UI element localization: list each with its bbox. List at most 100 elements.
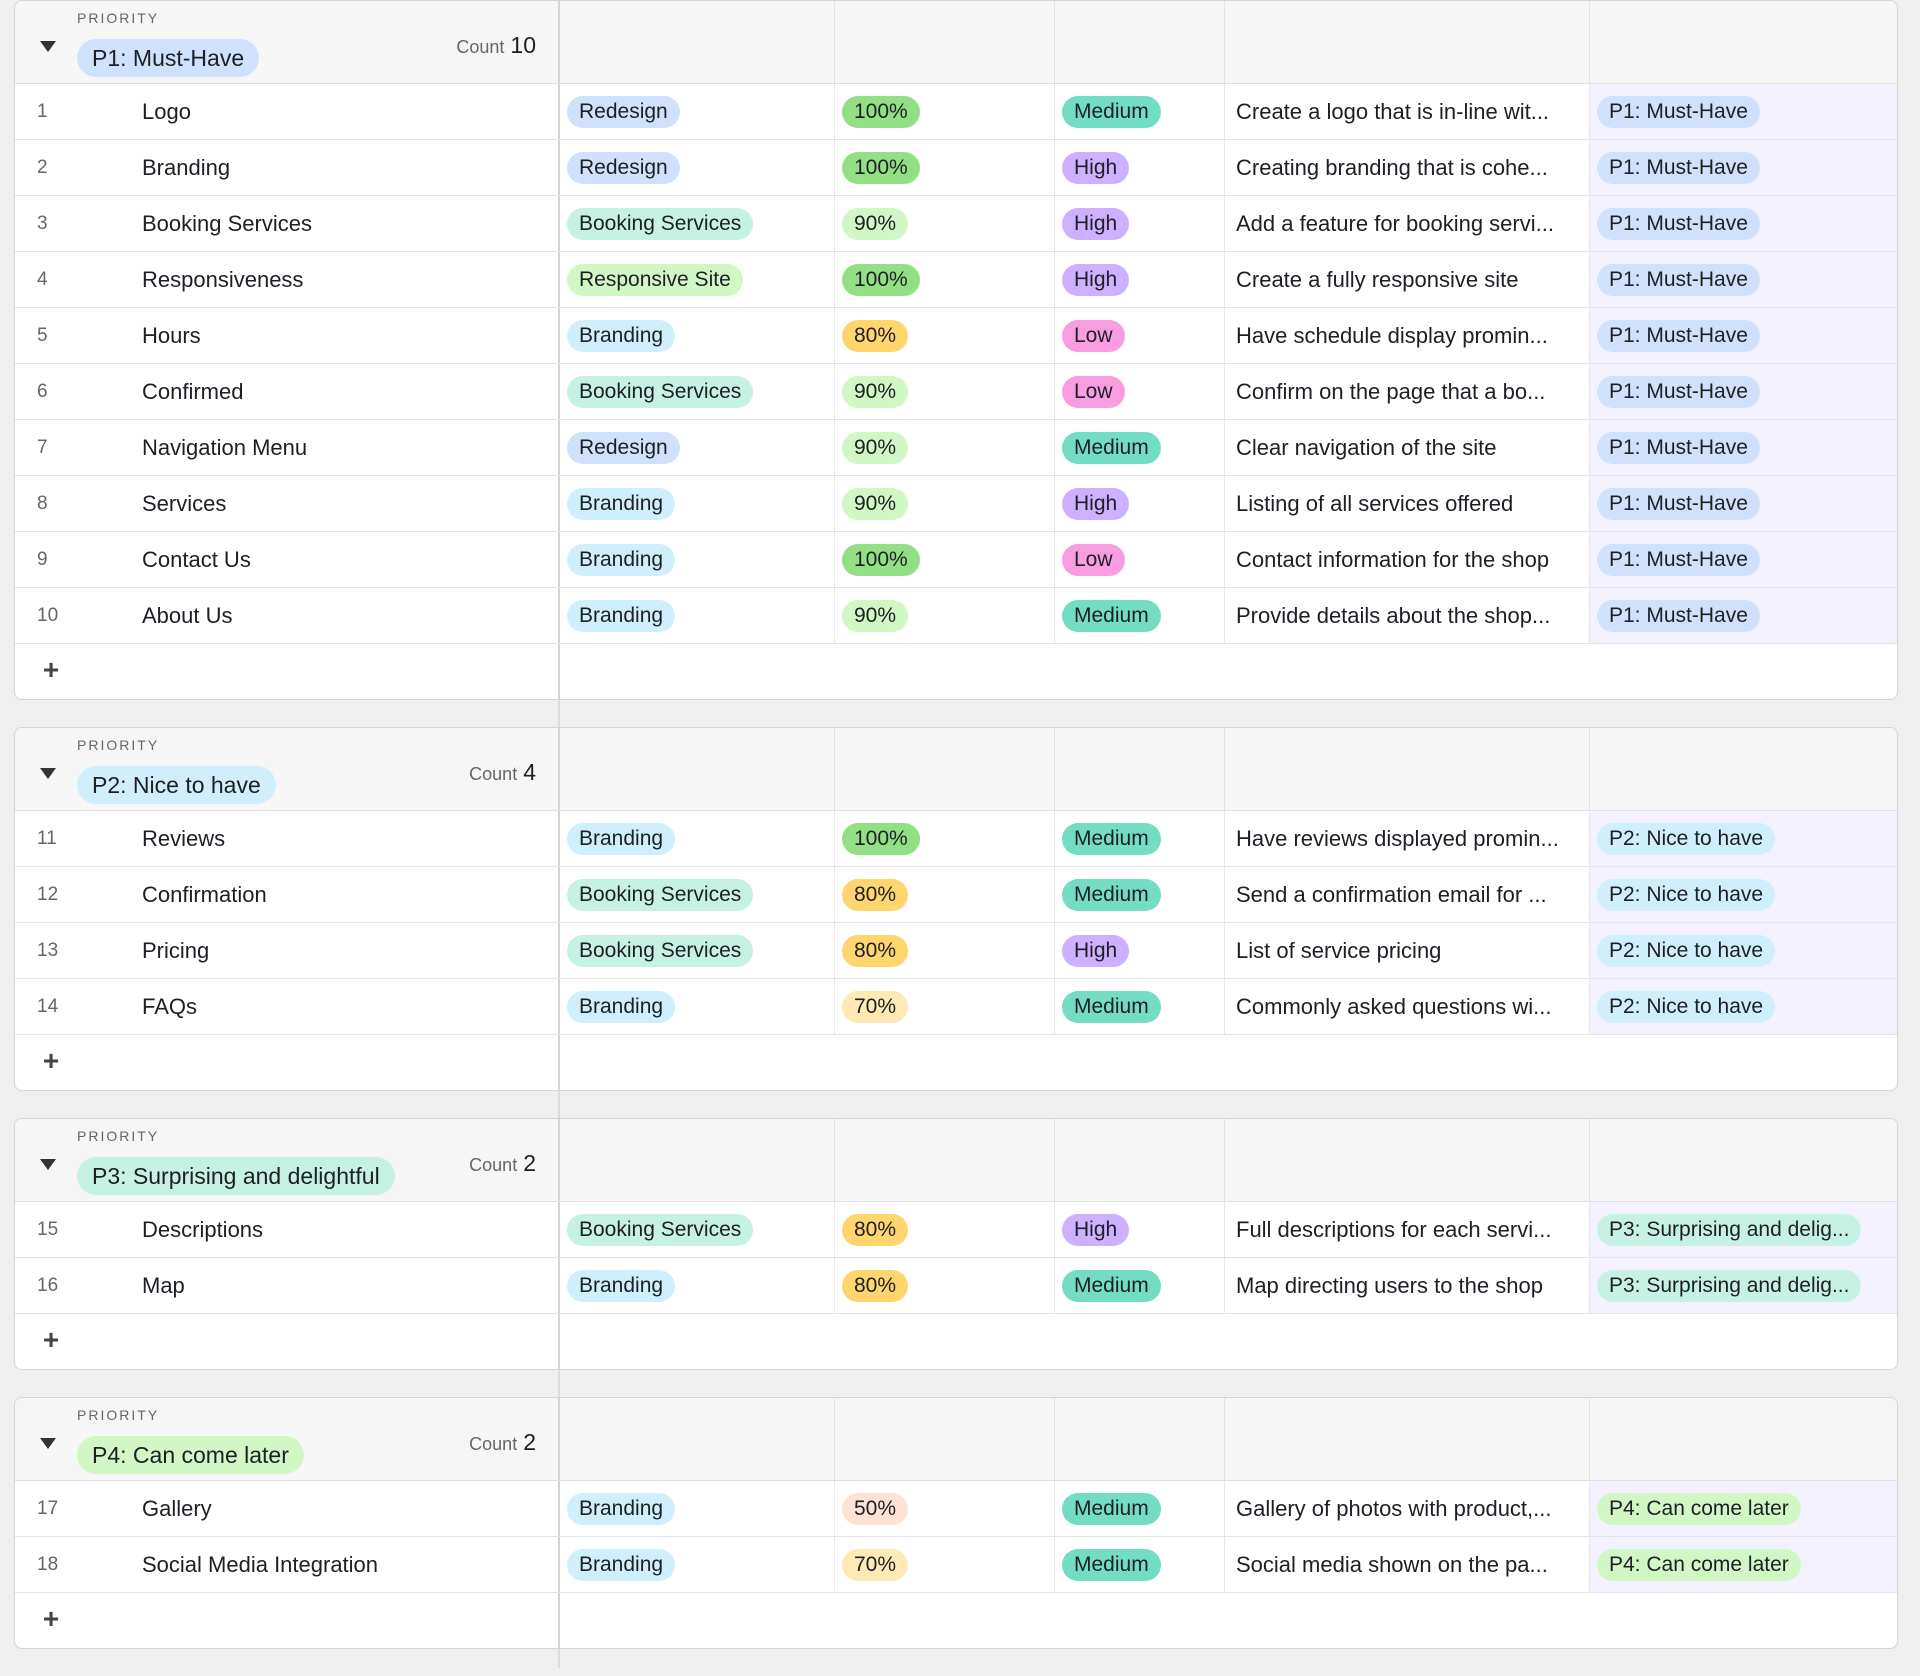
description-cell[interactable]: Creating branding that is cohe... bbox=[1225, 140, 1590, 195]
table-row[interactable]: 14 FAQs Branding 70% Medium Commonly asked qu… bbox=[15, 979, 1897, 1035]
level-cell[interactable]: Low bbox=[1055, 364, 1225, 419]
table-row[interactable]: 8 Services Branding 90% High Listing of all s… bbox=[15, 476, 1897, 532]
level-cell[interactable]: Medium bbox=[1055, 1537, 1225, 1592]
category-cell[interactable]: Responsive Site bbox=[560, 252, 835, 307]
description-cell[interactable]: Create a logo that is in-line wit... bbox=[1225, 84, 1590, 139]
priority-cell[interactable]: P2: Nice to have bbox=[1590, 867, 1897, 922]
collapse-group-toggle[interactable] bbox=[37, 762, 59, 784]
table-row[interactable]: 18 Social Media Integration Branding 70% Med… bbox=[15, 1537, 1897, 1593]
progress-cell[interactable]: 100% bbox=[835, 252, 1055, 307]
add-record-button[interactable]: + bbox=[42, 1045, 60, 1076]
table-row[interactable]: 2 Branding Redesign 100% High Creating brandi… bbox=[15, 140, 1897, 196]
priority-cell[interactable]: P4: Can come later bbox=[1590, 1481, 1897, 1536]
category-cell[interactable]: Booking Services bbox=[560, 867, 835, 922]
table-row[interactable]: 6 Confirmed Booking Services 90% Low Confirm … bbox=[15, 364, 1897, 420]
category-cell[interactable]: Branding bbox=[560, 532, 835, 587]
table-row[interactable]: 5 Hours Branding 80% Low Have schedule displa… bbox=[15, 308, 1897, 364]
priority-cell[interactable]: P1: Must-Have bbox=[1590, 252, 1897, 307]
table-row[interactable]: 17 Gallery Branding 50% Medium Gallery of pho… bbox=[15, 1481, 1897, 1537]
description-cell[interactable]: Full descriptions for each servi... bbox=[1225, 1202, 1590, 1257]
name-cell[interactable]: 12 Confirmation bbox=[15, 867, 560, 922]
level-cell[interactable]: Medium bbox=[1055, 867, 1225, 922]
name-cell[interactable]: 8 Services bbox=[15, 476, 560, 531]
name-cell[interactable]: 3 Booking Services bbox=[15, 196, 560, 251]
table-row[interactable]: 10 About Us Branding 90% Medium Provide detai… bbox=[15, 588, 1897, 644]
progress-cell[interactable]: 100% bbox=[835, 811, 1055, 866]
progress-cell[interactable]: 50% bbox=[835, 1481, 1055, 1536]
priority-cell[interactable]: P1: Must-Have bbox=[1590, 140, 1897, 195]
collapse-group-toggle[interactable] bbox=[37, 35, 59, 57]
description-cell[interactable]: Clear navigation of the site bbox=[1225, 420, 1590, 475]
table-row[interactable]: 12 Confirmation Booking Services 80% Medium S… bbox=[15, 867, 1897, 923]
priority-cell[interactable]: P2: Nice to have bbox=[1590, 811, 1897, 866]
progress-cell[interactable]: 80% bbox=[835, 923, 1055, 978]
level-cell[interactable]: High bbox=[1055, 476, 1225, 531]
name-cell[interactable]: 15 Descriptions bbox=[15, 1202, 560, 1257]
add-record-button[interactable]: + bbox=[42, 654, 60, 685]
level-cell[interactable]: Medium bbox=[1055, 811, 1225, 866]
name-cell[interactable]: 7 Navigation Menu bbox=[15, 420, 560, 475]
priority-cell[interactable]: P1: Must-Have bbox=[1590, 196, 1897, 251]
table-row[interactable]: 4 Responsiveness Responsive Site 100% High Cr… bbox=[15, 252, 1897, 308]
category-cell[interactable]: Booking Services bbox=[560, 923, 835, 978]
level-cell[interactable]: Medium bbox=[1055, 588, 1225, 643]
name-cell[interactable]: 2 Branding bbox=[15, 140, 560, 195]
progress-cell[interactable]: 100% bbox=[835, 84, 1055, 139]
progress-cell[interactable]: 80% bbox=[835, 1258, 1055, 1313]
progress-cell[interactable]: 70% bbox=[835, 979, 1055, 1034]
name-cell[interactable]: 10 About Us bbox=[15, 588, 560, 643]
add-record-button[interactable]: + bbox=[42, 1324, 60, 1355]
table-row[interactable]: 11 Reviews Branding 100% Medium Have reviews … bbox=[15, 811, 1897, 867]
level-cell[interactable]: Low bbox=[1055, 532, 1225, 587]
description-cell[interactable]: Listing of all services offered bbox=[1225, 476, 1590, 531]
table-row[interactable]: 7 Navigation Menu Redesign 90% Medium Clear n… bbox=[15, 420, 1897, 476]
priority-cell[interactable]: P1: Must-Have bbox=[1590, 420, 1897, 475]
name-cell[interactable]: 9 Contact Us bbox=[15, 532, 560, 587]
level-cell[interactable]: Medium bbox=[1055, 1258, 1225, 1313]
category-cell[interactable]: Branding bbox=[560, 811, 835, 866]
description-cell[interactable]: Send a confirmation email for ... bbox=[1225, 867, 1590, 922]
progress-cell[interactable]: 80% bbox=[835, 308, 1055, 363]
category-cell[interactable]: Branding bbox=[560, 979, 835, 1034]
category-cell[interactable]: Branding bbox=[560, 1258, 835, 1313]
progress-cell[interactable]: 90% bbox=[835, 196, 1055, 251]
priority-cell[interactable]: P2: Nice to have bbox=[1590, 923, 1897, 978]
description-cell[interactable]: Provide details about the shop... bbox=[1225, 588, 1590, 643]
level-cell[interactable]: High bbox=[1055, 1202, 1225, 1257]
description-cell[interactable]: Have reviews displayed promin... bbox=[1225, 811, 1590, 866]
table-row[interactable]: 3 Booking Services Booking Services 90% High… bbox=[15, 196, 1897, 252]
progress-cell[interactable]: 80% bbox=[835, 867, 1055, 922]
collapse-group-toggle[interactable] bbox=[37, 1432, 59, 1454]
priority-cell[interactable]: P1: Must-Have bbox=[1590, 476, 1897, 531]
priority-cell[interactable]: P1: Must-Have bbox=[1590, 364, 1897, 419]
table-row[interactable]: 1 Logo Redesign 100% Medium Create a logo tha… bbox=[15, 84, 1897, 140]
description-cell[interactable]: Have schedule display promin... bbox=[1225, 308, 1590, 363]
table-row[interactable]: 16 Map Branding 80% Medium Map directing user… bbox=[15, 1258, 1897, 1314]
level-cell[interactable]: Medium bbox=[1055, 979, 1225, 1034]
level-cell[interactable]: Low bbox=[1055, 308, 1225, 363]
collapse-group-toggle[interactable] bbox=[37, 1153, 59, 1175]
description-cell[interactable]: Gallery of photos with product,... bbox=[1225, 1481, 1590, 1536]
description-cell[interactable]: Map directing users to the shop bbox=[1225, 1258, 1590, 1313]
name-cell[interactable]: 1 Logo bbox=[15, 84, 560, 139]
name-cell[interactable]: 18 Social Media Integration bbox=[15, 1537, 560, 1592]
progress-cell[interactable]: 90% bbox=[835, 420, 1055, 475]
level-cell[interactable]: High bbox=[1055, 923, 1225, 978]
name-cell[interactable]: 5 Hours bbox=[15, 308, 560, 363]
category-cell[interactable]: Branding bbox=[560, 588, 835, 643]
name-cell[interactable]: 17 Gallery bbox=[15, 1481, 560, 1536]
description-cell[interactable]: Social media shown on the pa... bbox=[1225, 1537, 1590, 1592]
level-cell[interactable]: High bbox=[1055, 252, 1225, 307]
category-cell[interactable]: Branding bbox=[560, 1481, 835, 1536]
priority-cell[interactable]: P3: Surprising and delig... bbox=[1590, 1258, 1897, 1313]
category-cell[interactable]: Branding bbox=[560, 1537, 835, 1592]
name-cell[interactable]: 14 FAQs bbox=[15, 979, 560, 1034]
level-cell[interactable]: Medium bbox=[1055, 1481, 1225, 1536]
category-cell[interactable]: Redesign bbox=[560, 84, 835, 139]
progress-cell[interactable]: 90% bbox=[835, 364, 1055, 419]
progress-cell[interactable]: 100% bbox=[835, 140, 1055, 195]
description-cell[interactable]: Contact information for the shop bbox=[1225, 532, 1590, 587]
priority-cell[interactable]: P1: Must-Have bbox=[1590, 588, 1897, 643]
priority-cell[interactable]: P1: Must-Have bbox=[1590, 308, 1897, 363]
progress-cell[interactable]: 70% bbox=[835, 1537, 1055, 1592]
